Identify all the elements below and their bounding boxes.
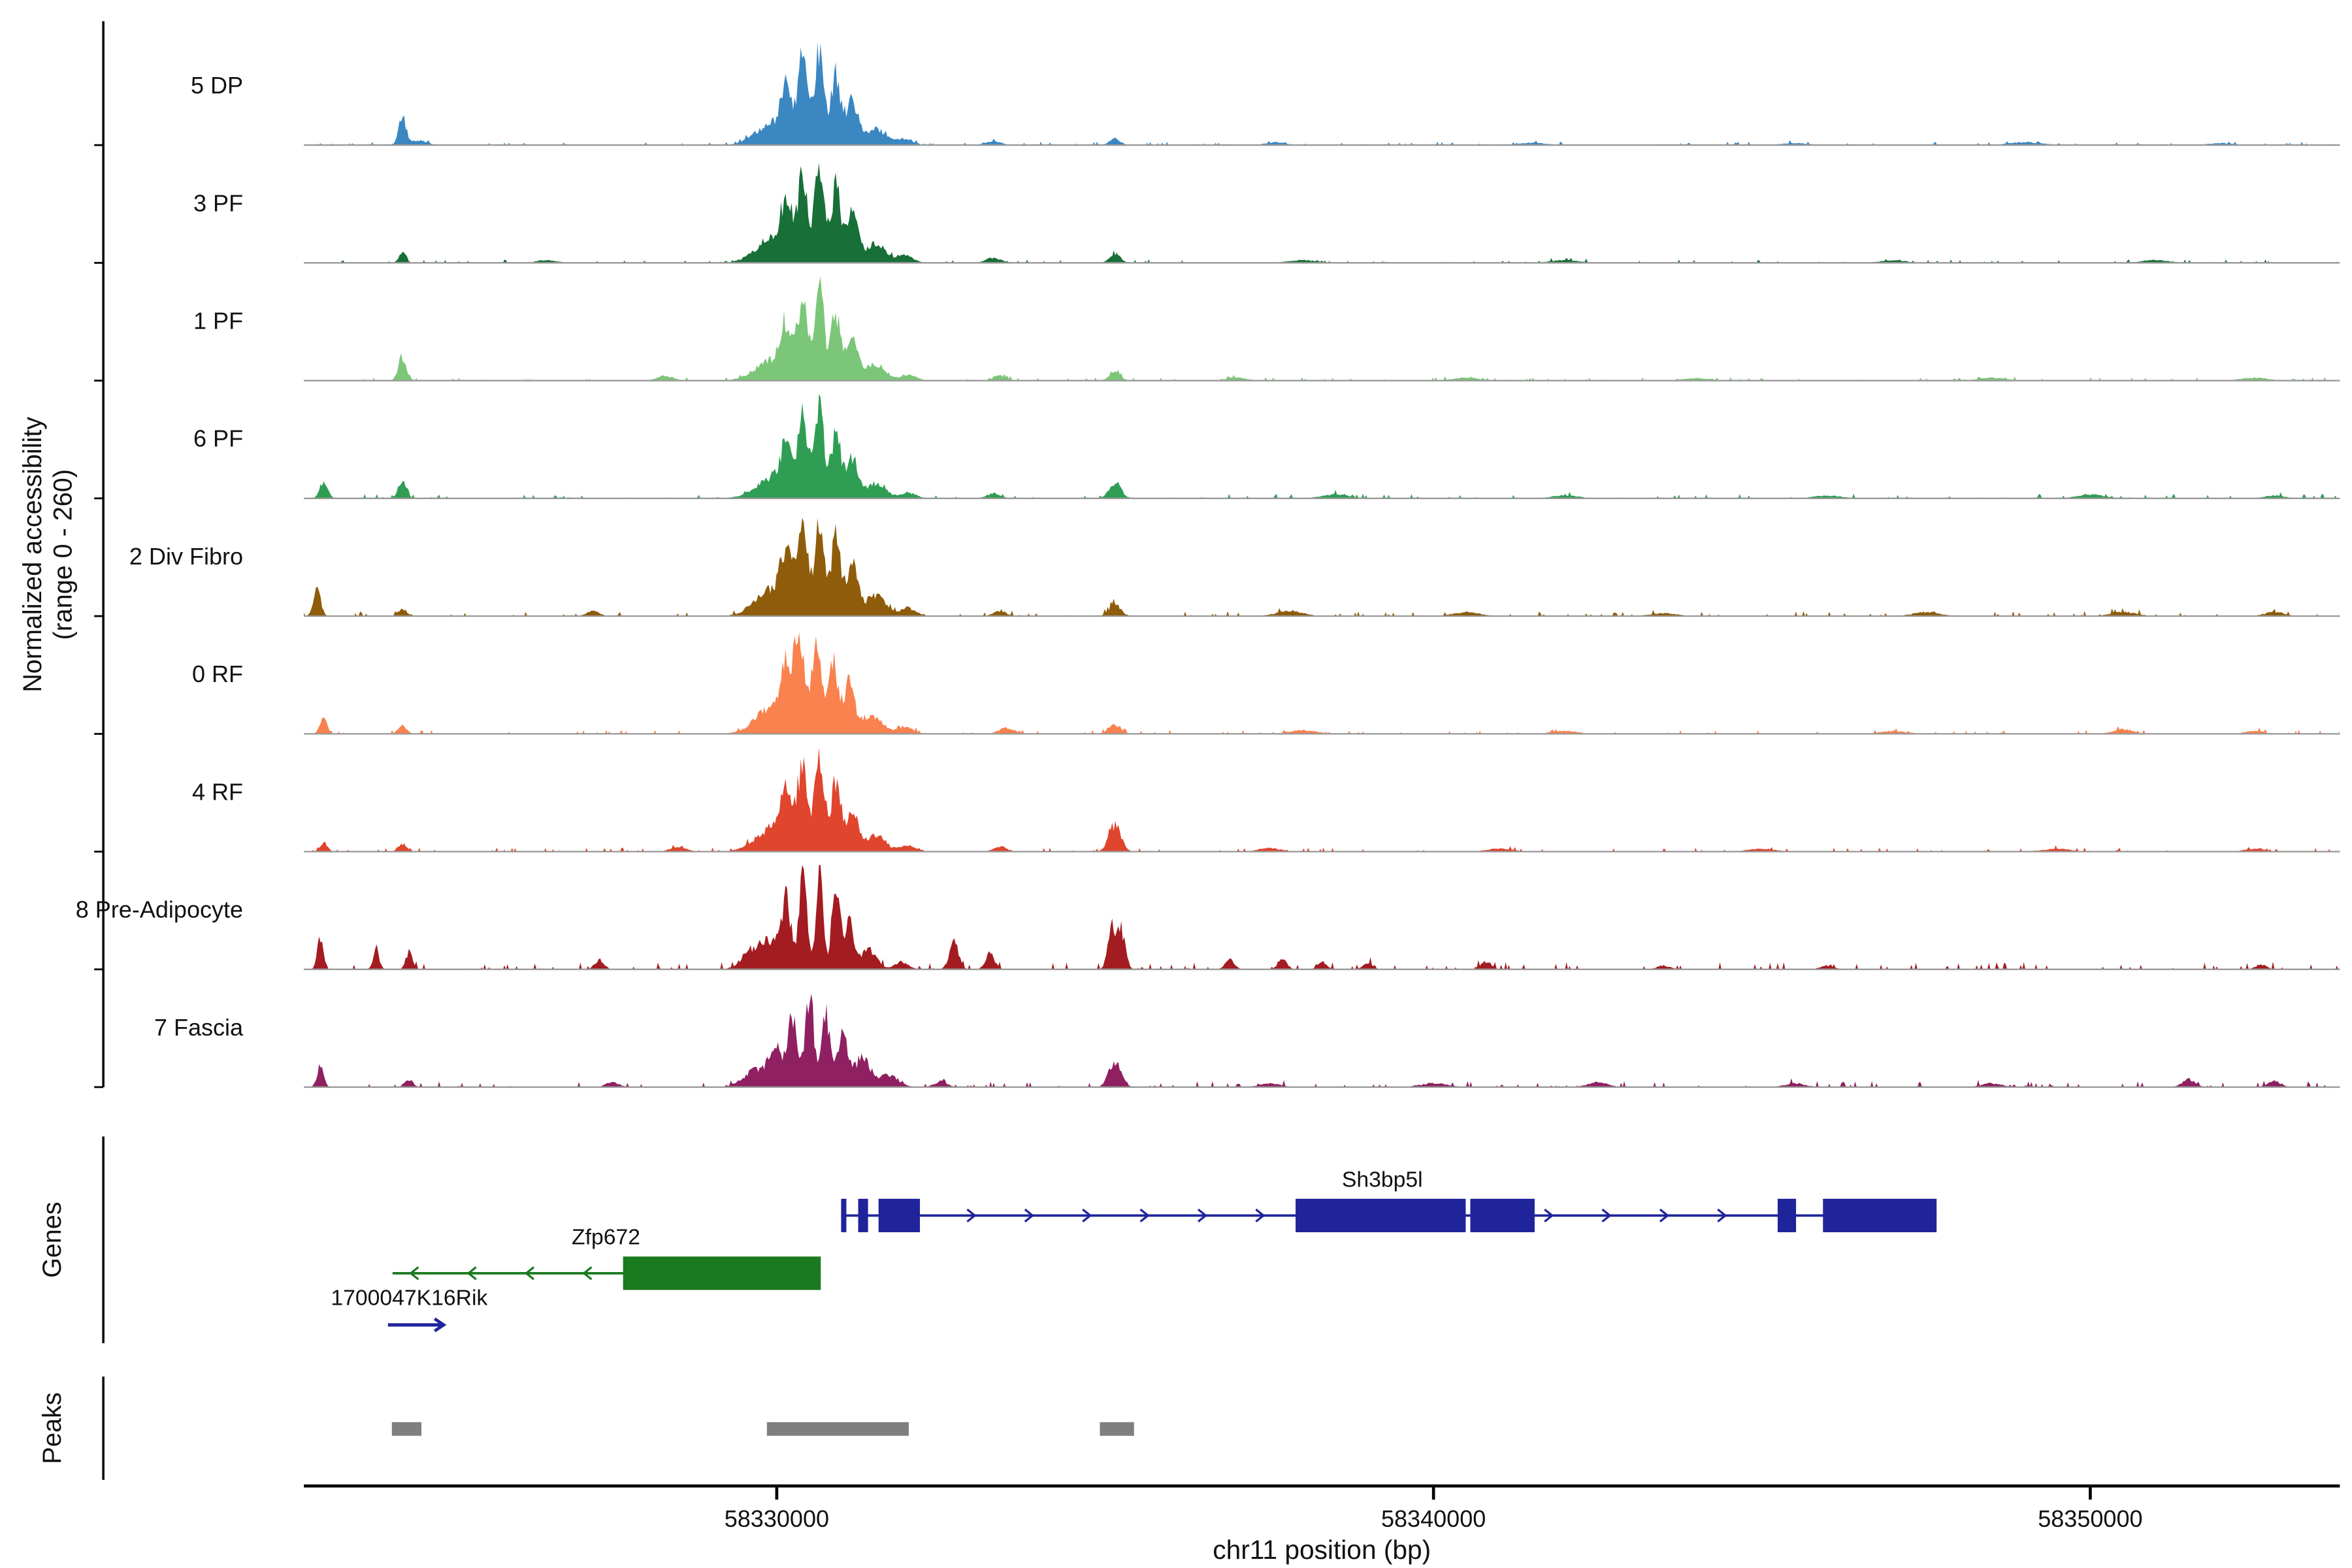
peak-box (1100, 1422, 1134, 1436)
gene-exon (1823, 1198, 1937, 1233)
gene-1700047K16Rik: 1700047K16Rik (331, 1286, 487, 1333)
x-tick-label: 58330000 (725, 1505, 829, 1532)
strand-arrow-icon (1082, 1208, 1092, 1223)
genes-section: Genes (38, 1136, 105, 1343)
gene-label-Zfp672: Zfp672 (572, 1225, 640, 1250)
strand-arrow-icon (1255, 1208, 1266, 1223)
coverage-track-6-pf (304, 394, 2340, 498)
coverage-track-4-rf (304, 747, 2340, 852)
genes-section-label: Genes (38, 1201, 67, 1277)
x-tick-label: 58350000 (2038, 1505, 2142, 1532)
coverage-tracks: 5 DP 3 PF 1 PF 6 PF 2 Div Fibro 0 RF 4 RF 8 Pre… (76, 42, 2340, 1088)
x-axis: 58330000 58340000 58350000 chr11 position … (304, 1484, 2340, 1565)
track-label-4-rf: 4 RF (192, 778, 243, 805)
strand-arrow-icon (433, 1317, 447, 1333)
coverage-track-2-div-fibro (304, 517, 2340, 617)
strand-arrow-icon (1717, 1208, 1727, 1223)
x-axis-ticks: 58330000 58340000 58350000 (725, 1486, 2143, 1532)
x-axis-title: chr11 position (bp) (1213, 1535, 1431, 1565)
track-label-7-fascia: 7 Fascia (154, 1014, 244, 1041)
track-label-0-rf: 0 RF (192, 661, 243, 687)
gene-exon (1777, 1198, 1797, 1233)
gene-exon (841, 1198, 847, 1233)
gene-label-Sh3bp5l: Sh3bp5l (1342, 1167, 1423, 1192)
gene-exon (1470, 1198, 1535, 1233)
peak-box (391, 1422, 422, 1436)
strand-arrow-icon (409, 1266, 419, 1281)
coverage-track-0-rf (304, 632, 2340, 734)
peak-box (766, 1422, 909, 1436)
coverage-track-7-fascia (304, 993, 2340, 1087)
track-label-2-div-fibro: 2 Div Fibro (129, 543, 243, 570)
track-label-3-pf: 3 PF (193, 189, 243, 216)
gene-models: Sh3bp5l Zfp672 1700047K16Rik (331, 1167, 1937, 1333)
coverage-track-8-pre-adipocyte (304, 865, 2340, 970)
strand-arrow-icon (1024, 1208, 1035, 1223)
strand-arrow-icon (1139, 1208, 1150, 1223)
strand-arrow-icon (524, 1266, 535, 1281)
strand-arrow-icon (1601, 1208, 1612, 1223)
coverage-track-5-dp (304, 42, 2340, 146)
strand-arrow-icon (1197, 1208, 1208, 1223)
peaks-section: Peaks (38, 1376, 105, 1480)
y-axis-tracks: Normalized accessibility (range 0 - 260) (18, 21, 105, 1087)
y-axis-title-line2: (range 0 - 260) (48, 469, 77, 640)
strand-arrow-icon (466, 1266, 477, 1281)
x-tick-label: 58340000 (1381, 1505, 1486, 1532)
gene-exon (1296, 1198, 1466, 1233)
strand-arrow-icon (966, 1208, 977, 1223)
track-label-8-pre-adipocyte: 8 Pre-Adipocyte (76, 896, 243, 923)
track-label-1-pf: 1 PF (193, 307, 243, 334)
y-axis-title-line1: Normalized accessibility (18, 417, 47, 693)
gene-exon (878, 1198, 921, 1233)
strand-arrow-icon (1544, 1208, 1554, 1223)
gene-exon (858, 1198, 868, 1233)
peaks-section-label: Peaks (38, 1392, 67, 1464)
coverage-track-1-pf (304, 276, 2340, 381)
track-label-5-dp: 5 DP (191, 72, 243, 99)
strand-arrow-icon (582, 1266, 593, 1281)
peak-boxes (391, 1422, 1134, 1436)
track-label-6-pf: 6 PF (193, 425, 243, 452)
gene-exon (623, 1256, 821, 1290)
gene-Sh3bp5l: Sh3bp5l (841, 1167, 1937, 1233)
gene-Zfp672: Zfp672 (392, 1225, 821, 1290)
coverage-track-3-pf (304, 163, 2340, 263)
strand-arrow-icon (1659, 1208, 1670, 1223)
gene-label-1700047K16Rik: 1700047K16Rik (331, 1286, 487, 1311)
